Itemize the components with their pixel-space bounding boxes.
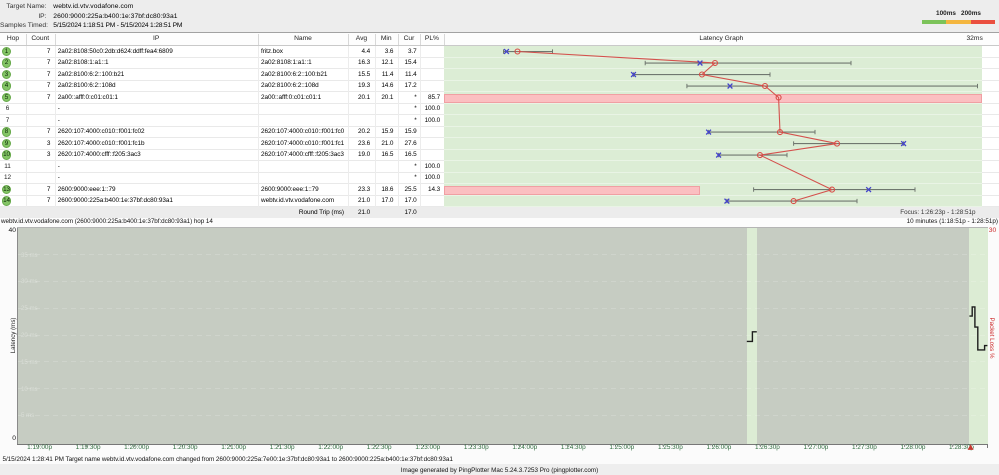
svg-text:Latency (ms): Latency (ms) <box>10 318 17 354</box>
svg-text:Packet Loss %: Packet Loss % <box>988 318 995 359</box>
